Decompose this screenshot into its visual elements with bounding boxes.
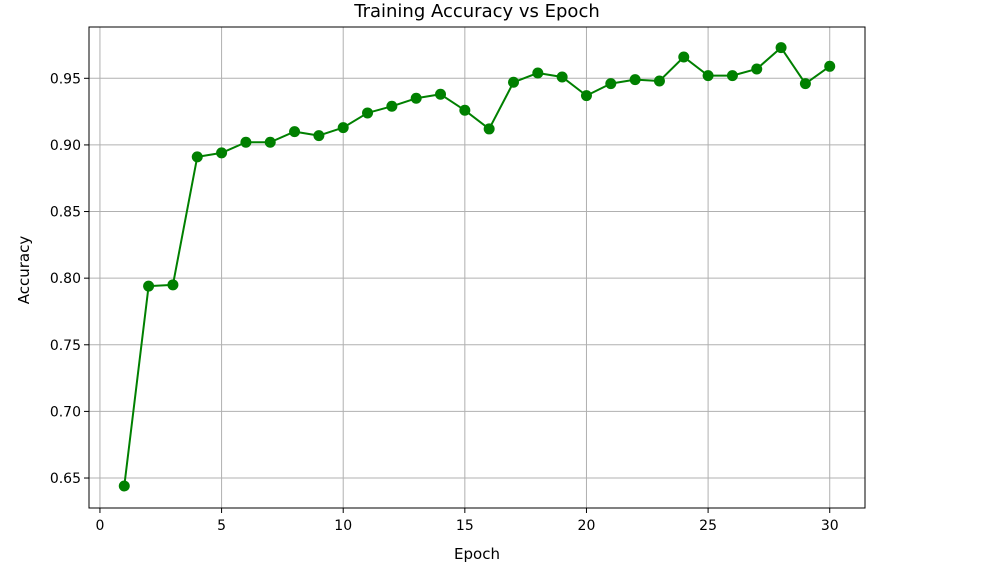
data-point [532,67,544,79]
x-tick-label: 10 [334,518,352,534]
grid-lines [89,27,865,508]
y-tick-label: 0.85 [50,205,81,221]
data-point [337,122,349,134]
data-point [726,70,738,82]
data-point [629,74,641,86]
x-axis-label: Epoch [454,545,500,563]
data-point [459,104,471,116]
data-point [216,147,228,159]
y-tick-label: 0.65 [50,471,81,487]
data-point [824,60,836,72]
data-point [240,136,252,148]
x-tick-label: 30 [821,518,839,534]
data-point [313,130,325,142]
data-point [483,123,495,135]
y-tick-label: 0.75 [50,338,81,354]
data-point [678,51,690,63]
y-tick-label: 0.90 [50,138,81,154]
data-point [264,136,276,148]
plot-area [88,26,866,509]
x-tick-label: 0 [95,518,104,534]
x-tick-label: 5 [217,518,226,534]
series-line [123,46,831,487]
data-point [289,126,301,138]
data-point [435,88,447,100]
data-point [143,280,155,292]
x-axis: 0 5 10 15 20 25 30 [95,508,839,534]
data-point [556,71,568,83]
data-point [702,70,714,82]
data-point [118,480,130,492]
data-point [751,63,763,75]
data-point [799,78,811,90]
data-point [191,151,203,163]
data-point [167,279,179,291]
y-axis-label: Accuracy [15,236,33,305]
y-axis: 0.65 0.70 0.75 0.80 0.85 0.90 0.95 [50,71,89,487]
series-layer [118,42,836,492]
data-point [386,100,398,112]
data-point [507,76,519,88]
data-point [653,75,665,87]
chart-title: Training Accuracy vs Epoch [353,1,600,22]
x-tick-label: 25 [699,518,717,534]
data-point [362,107,374,119]
x-tick-label: 15 [456,518,474,534]
y-tick-label: 0.80 [50,271,81,287]
data-point [580,90,592,102]
data-point [605,78,617,90]
y-tick-label: 0.70 [50,404,81,420]
data-point [775,42,787,54]
y-tick-label: 0.95 [50,71,81,87]
data-point [410,92,422,104]
x-tick-label: 20 [578,518,596,534]
